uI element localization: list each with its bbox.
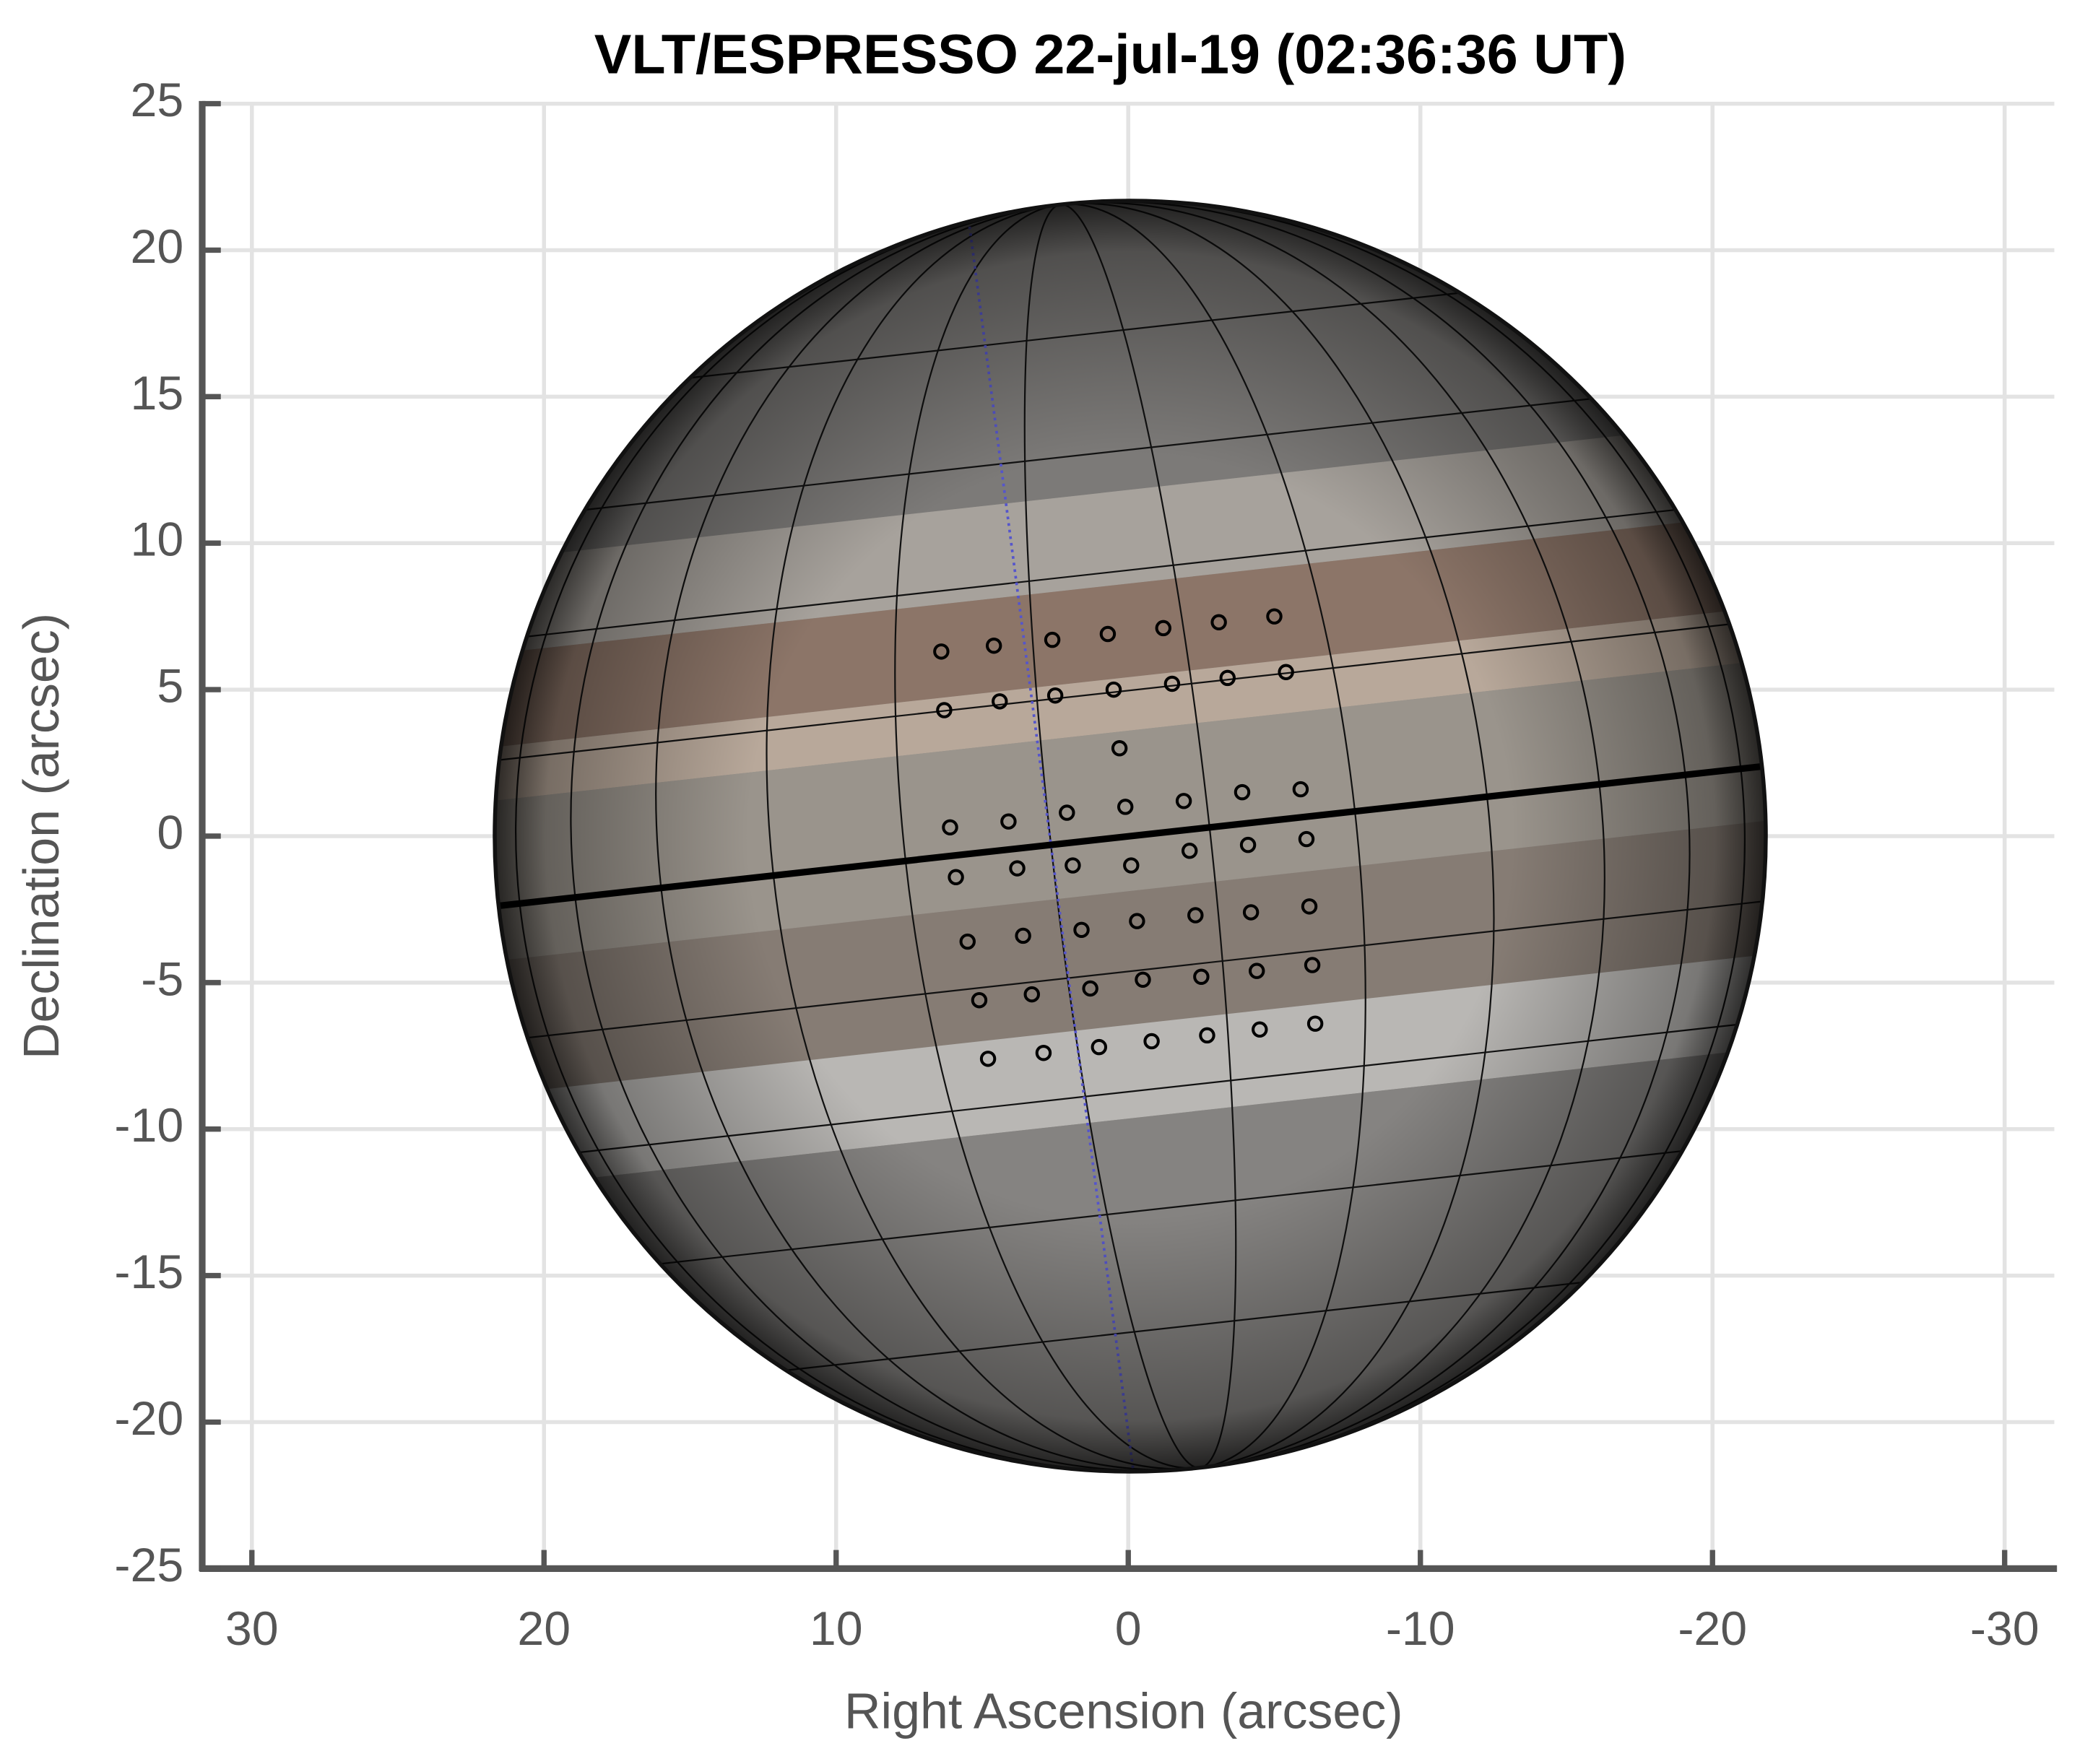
point [1099, 625, 1117, 643]
point [1123, 857, 1140, 874]
x-tick-label: -30 [1970, 1602, 2040, 1656]
points [933, 608, 1324, 1067]
point [1105, 681, 1122, 698]
point [1082, 980, 1098, 997]
point [1135, 971, 1151, 989]
point [1298, 830, 1315, 848]
point [1044, 631, 1061, 648]
point [1278, 664, 1294, 680]
chart-title: VLT/ESPRESSO 22-jul-19 (02:36:36 UT) [594, 23, 1626, 85]
point [1234, 783, 1251, 801]
point [985, 638, 1002, 654]
point [1181, 843, 1198, 859]
point [1292, 781, 1309, 798]
point [1000, 813, 1017, 830]
point [1242, 904, 1260, 921]
y-tick-label: 25 [130, 74, 183, 127]
y-tick-label: 20 [130, 220, 183, 274]
axes: 25 20 15 10 5 0 -5 -10 -15 -20 -25 30 20 10 0 -10 -20 -30 [114, 74, 2058, 1656]
y-tick-label: 5 [157, 660, 183, 713]
point [1304, 957, 1321, 973]
x-tick-label: -10 [1386, 1602, 1455, 1656]
point [933, 643, 950, 660]
point [1143, 1033, 1160, 1050]
point [1073, 921, 1090, 939]
point [1175, 793, 1192, 809]
point [1129, 913, 1145, 929]
x-tick-label: 30 [225, 1602, 279, 1656]
x-tick-label: -20 [1678, 1602, 1747, 1656]
point [971, 991, 988, 1009]
point [1219, 669, 1236, 687]
point [1015, 927, 1031, 944]
y-tick-label: -10 [114, 1099, 183, 1152]
x-tick-label: 10 [810, 1602, 863, 1656]
point [1091, 1038, 1108, 1056]
x-tick-label: 0 [1115, 1602, 1142, 1656]
point [1155, 620, 1172, 637]
point [936, 702, 953, 718]
point [1306, 1015, 1324, 1032]
point [1248, 963, 1265, 979]
point [992, 693, 1008, 710]
y-tick-label: -25 [114, 1539, 183, 1592]
planet-limb [493, 199, 1768, 1474]
point [1035, 1045, 1052, 1061]
y-tick-label: -15 [114, 1246, 183, 1299]
planet-disk [495, 200, 1767, 1472]
point [979, 1051, 997, 1067]
point [1163, 675, 1181, 692]
point [1210, 614, 1227, 631]
y-axis-label: Declination (arcsec) [13, 613, 69, 1059]
y-tick-label: -20 [114, 1392, 183, 1446]
point [1266, 608, 1283, 625]
point [1199, 1027, 1215, 1044]
point [1117, 799, 1134, 815]
point [1059, 804, 1075, 821]
point [1009, 860, 1026, 877]
y-tick-label: -5 [141, 952, 183, 1006]
point [1046, 687, 1064, 704]
y-tick-label: 10 [130, 513, 183, 567]
point [1187, 907, 1204, 924]
point [1252, 1021, 1268, 1038]
point [1111, 740, 1128, 757]
point [959, 933, 976, 950]
point [1065, 857, 1081, 874]
y-tick-label: 15 [130, 367, 183, 420]
x-tick-label: 20 [517, 1602, 571, 1656]
point [1239, 836, 1257, 853]
point [1023, 986, 1040, 1003]
point [942, 819, 958, 836]
y-tick-label: 0 [157, 806, 183, 859]
point [1193, 968, 1210, 985]
point [948, 869, 964, 886]
point [1301, 898, 1318, 915]
x-axis-label: Right Ascension (arcsec) [844, 1682, 1403, 1739]
